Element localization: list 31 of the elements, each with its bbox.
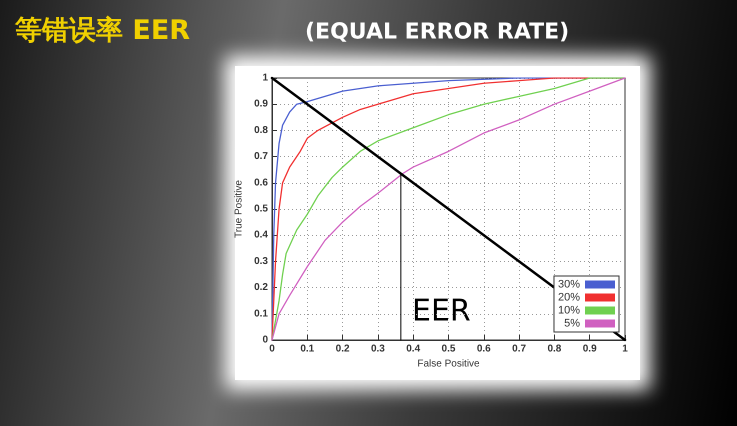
- x-tick-label: 0.6: [476, 344, 492, 354]
- x-tick-label: 0: [269, 344, 276, 354]
- x-tick-label: 1: [622, 344, 628, 354]
- x-tick-label: 0.7: [512, 344, 526, 354]
- annotation: EER: [412, 294, 471, 328]
- y-tick-label: 0.5: [254, 204, 268, 214]
- y-tick-label: 0.7: [254, 151, 268, 162]
- x-tick-label: 0.5: [442, 344, 456, 354]
- y-tick-label: 0.4: [254, 230, 268, 241]
- y-tick-label: 0.8: [254, 124, 268, 136]
- x-tick-label: 0.4: [406, 344, 421, 354]
- x-tick-label: 0.1: [300, 344, 315, 354]
- y-tick-label: 0: [262, 334, 268, 346]
- x-axis-title: False Positive: [417, 358, 480, 370]
- x-tick-label: 0.3: [370, 344, 386, 354]
- y-axis-title: True Positive: [234, 180, 244, 238]
- x-tick-label: 0.2: [336, 344, 350, 354]
- y-tick-label: 0.1: [254, 308, 268, 320]
- x-tick-label: 0.8: [547, 344, 562, 354]
- chart-title: 等错误率 EER: [14, 15, 190, 46]
- chart-subtitle: (EQUAL ERROR RATE): [305, 20, 570, 44]
- legend-label: 10%: [558, 304, 580, 316]
- y-tick-label: 0.6: [254, 177, 268, 188]
- y-tick-label: 1: [262, 72, 268, 84]
- y-tick-label: 0.9: [254, 98, 268, 110]
- legend-label: 5%: [564, 318, 580, 330]
- y-tick-label: 0.2: [254, 282, 268, 294]
- legend-label: 30%: [558, 278, 580, 290]
- legend-label: 20%: [558, 292, 580, 304]
- x-tick-label: 0.9: [582, 344, 598, 354]
- y-tick-label: 0.3: [254, 256, 268, 267]
